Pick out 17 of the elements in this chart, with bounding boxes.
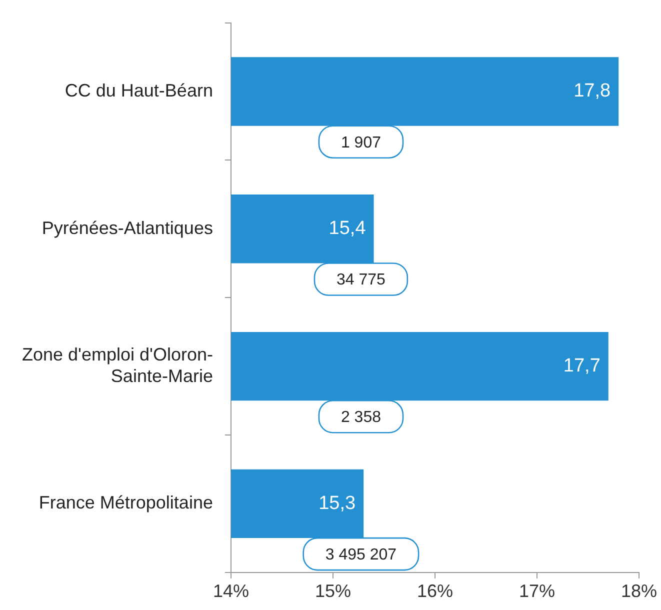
x-tick-label: 14% (212, 581, 249, 602)
x-tick-label: 15% (314, 581, 351, 602)
x-tick-label: 16% (416, 581, 453, 602)
y-tick-label: CC du Haut-Béarn (64, 80, 213, 100)
annotation: 2 358 (340, 409, 382, 426)
annotation: 1 907 (340, 134, 382, 152)
y-tick-label: France Métropolitaine (38, 492, 213, 513)
y-tick-label: Zone d'emploi d'Oloron-Sainte-Marie (22, 344, 213, 386)
data-label: 17,8 (574, 80, 611, 102)
data-label: 17,7 (563, 356, 600, 377)
x-tick-label: 18% (620, 581, 658, 602)
x-tick-label: 17% (518, 581, 556, 602)
data-label: 15,4 (328, 218, 366, 240)
annotation: 3 495 207 (325, 546, 397, 564)
annotation: 34 775 (336, 272, 386, 289)
y-tick-label: Pyrénées-Atlantiques (42, 218, 213, 238)
data-label: 15,3 (318, 492, 356, 514)
